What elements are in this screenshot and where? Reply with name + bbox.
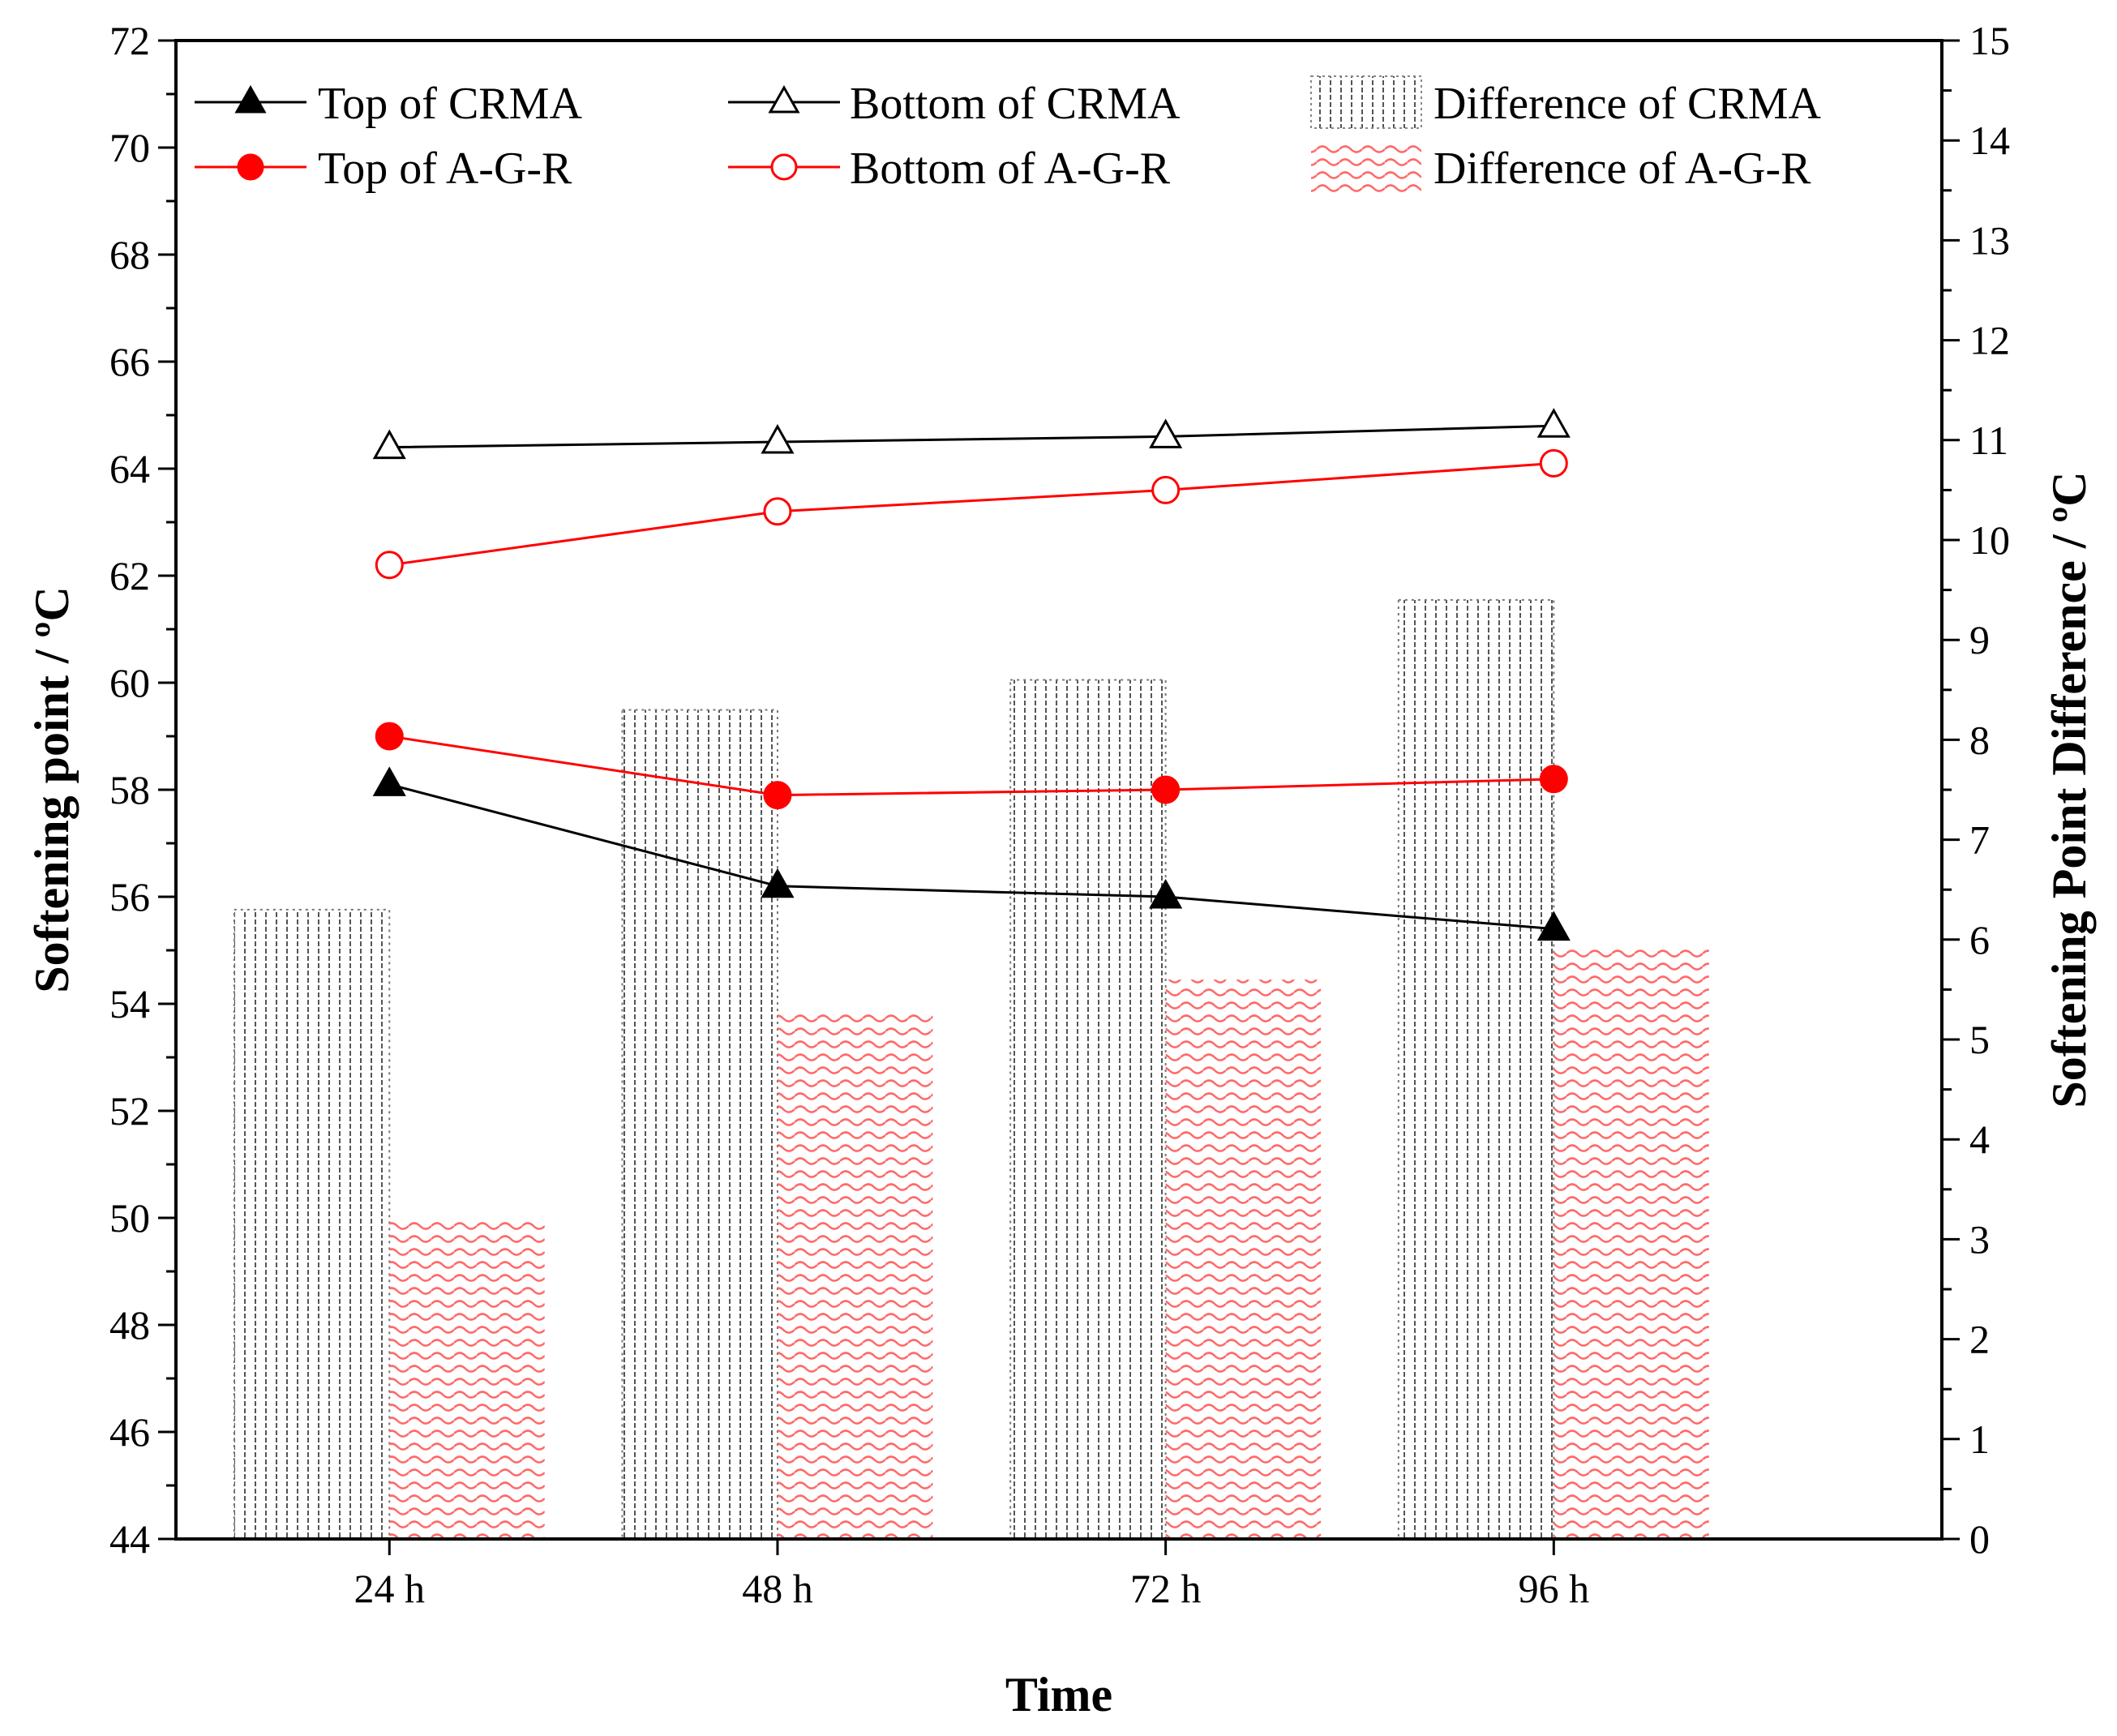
y2-tick-label-2: 2 — [1969, 1317, 1990, 1362]
y2-tick-label-6: 6 — [1969, 917, 1990, 962]
bar-difference-of-a-g-r-24-h — [389, 1219, 545, 1539]
y2-tick-label-12: 12 — [1969, 318, 2010, 363]
axes-layer: 4446485052545658606264666870720123456789… — [109, 18, 2010, 1611]
legend-label-bottom-agr: Bottom of A-G-R — [850, 144, 1171, 194]
line-top-of-a-g-r — [389, 735, 1554, 797]
x-tick-label-24-h: 24 h — [354, 1566, 426, 1611]
line-bottom-of-crma — [389, 424, 1554, 449]
y-tick-label-66: 66 — [109, 339, 150, 384]
bar-difference-of-crma-48-h — [621, 709, 778, 1539]
point-top-of-crma-96-h — [1536, 911, 1571, 941]
y2-tick-label-4: 4 — [1969, 1117, 1990, 1162]
point-bottom-of-crma-96-h — [1536, 408, 1571, 438]
point-bottom-of-crma-72-h — [1149, 418, 1183, 448]
y-tick-label-50: 50 — [109, 1195, 150, 1241]
legend: Top of CRMA Bottom of CRMA Difference of… — [195, 75, 1822, 194]
y2-tick-label-7: 7 — [1969, 817, 1990, 863]
legend-label-bottom-crma: Bottom of CRMA — [850, 79, 1181, 129]
y-tick-label-54: 54 — [109, 981, 150, 1027]
y-tick-label-48: 48 — [109, 1302, 150, 1348]
legend-item-bottom-crma: Bottom of CRMA — [728, 79, 1181, 129]
y2-axis-title: Softening Point Difference / ºC — [2042, 471, 2096, 1108]
legend-item-top-crma: Top of CRMA — [195, 79, 582, 129]
point-top-of-a-g-r-96-h — [1539, 765, 1568, 794]
y2-tick-label-0: 0 — [1969, 1516, 1990, 1562]
bar-difference-of-crma-72-h — [1009, 679, 1167, 1539]
line-bottom-of-a-g-r — [389, 461, 1554, 567]
bar-difference-of-a-g-r-72-h — [1165, 979, 1322, 1539]
y2-tick-label-1: 1 — [1969, 1417, 1990, 1462]
y2-tick-label-9: 9 — [1969, 617, 1990, 662]
y2-tick-label-5: 5 — [1969, 1017, 1990, 1062]
bar-difference-of-a-g-r-96-h — [1553, 949, 1709, 1539]
y-tick-label-46: 46 — [109, 1409, 150, 1455]
x-tick-label-72-h: 72 h — [1130, 1566, 1202, 1611]
point-top-of-crma-24-h — [372, 766, 406, 796]
point-bottom-of-a-g-r-24-h — [375, 551, 404, 580]
legend-marker-filled-triangle — [234, 84, 267, 114]
bar-difference-of-a-g-r-48-h — [777, 1009, 933, 1539]
legend-item-difference-agr: Difference of A-G-R — [1311, 141, 1811, 194]
y-axis-title: Softening point / ºC — [25, 586, 79, 993]
y2-tick-label-8: 8 — [1969, 717, 1990, 762]
bar-difference-of-crma-24-h — [233, 908, 391, 1539]
y2-tick-label-14: 14 — [1969, 118, 2010, 163]
y-tick-label-60: 60 — [109, 660, 150, 705]
y-tick-label-52: 52 — [109, 1088, 150, 1134]
bars-layer — [233, 598, 1709, 1539]
y2-tick-label-13: 13 — [1969, 217, 2010, 263]
legend-item-bottom-agr: Bottom of A-G-R — [728, 144, 1171, 194]
legend-swatch-agr — [1311, 141, 1421, 193]
y-tick-label-68: 68 — [109, 232, 150, 277]
y-tick-label-70: 70 — [109, 125, 150, 170]
y-tick-label-44: 44 — [109, 1516, 150, 1562]
y-tick-label-72: 72 — [109, 18, 150, 63]
y-tick-label-58: 58 — [109, 767, 150, 812]
y2-tick-label-10: 10 — [1969, 517, 2010, 563]
point-bottom-of-a-g-r-96-h — [1539, 448, 1568, 478]
line-top-of-crma — [388, 782, 1554, 931]
y-tick-label-62: 62 — [109, 553, 150, 598]
legend-label-top-agr: Top of A-G-R — [318, 144, 572, 194]
y2-tick-label-3: 3 — [1969, 1216, 1990, 1262]
legend-label-difference-crma: Difference of CRMA — [1433, 79, 1822, 129]
y2-tick-label-11: 11 — [1969, 418, 2008, 463]
point-bottom-of-a-g-r-48-h — [763, 497, 792, 526]
legend-label-top-crma: Top of CRMA — [318, 79, 582, 129]
bar-difference-of-crma-96-h — [1397, 598, 1555, 1539]
point-top-of-a-g-r-24-h — [375, 722, 404, 751]
point-bottom-of-a-g-r-72-h — [1151, 475, 1181, 504]
point-bottom-of-crma-48-h — [761, 423, 795, 454]
legend-marker-open-triangle — [768, 84, 800, 114]
legend-label-difference-agr: Difference of A-G-R — [1433, 144, 1811, 194]
y2-tick-label-15: 15 — [1969, 18, 2010, 63]
legend-marker-filled-circle — [237, 153, 264, 181]
y-tick-label-56: 56 — [109, 874, 150, 919]
y-tick-label-64: 64 — [109, 446, 150, 491]
legend-item-top-agr: Top of A-G-R — [195, 144, 572, 194]
x-tick-label-48-h: 48 h — [742, 1566, 813, 1611]
x-tick-label-96-h: 96 h — [1519, 1566, 1590, 1611]
point-top-of-a-g-r-72-h — [1151, 775, 1181, 804]
x-axis-title: Time — [1005, 1668, 1112, 1721]
lines-layer — [372, 408, 1571, 941]
point-top-of-crma-48-h — [761, 868, 795, 898]
point-bottom-of-crma-24-h — [372, 429, 406, 460]
legend-item-difference-crma: Difference of CRMA — [1310, 75, 1822, 129]
legend-marker-open-circle — [770, 153, 798, 181]
legend-swatch-crma — [1310, 75, 1422, 129]
point-top-of-crma-72-h — [1149, 878, 1183, 909]
point-top-of-a-g-r-48-h — [763, 781, 792, 810]
